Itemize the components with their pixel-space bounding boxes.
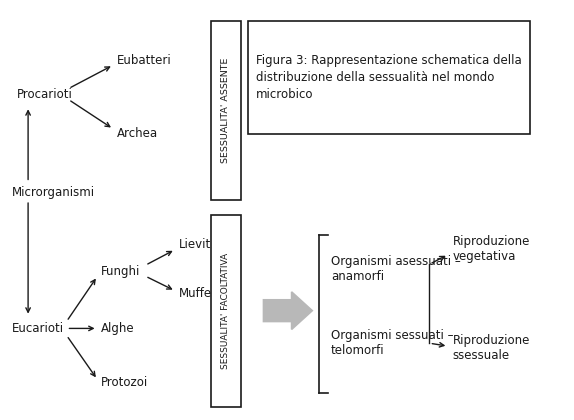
Bar	[211, 21, 241, 200]
Text: Lieviti: Lieviti	[179, 238, 215, 251]
FancyArrow shape	[263, 292, 312, 329]
Bar	[249, 21, 530, 134]
Text: SESSUALITA' ASSENTE: SESSUALITA' ASSENTE	[222, 58, 231, 163]
Bar	[211, 215, 241, 407]
Text: Procarioti: Procarioti	[17, 88, 73, 101]
Text: SESSUALITA' FACOLTATIVA: SESSUALITA' FACOLTATIVA	[222, 253, 231, 369]
Text: Organismi asessuati –
anamorfi: Organismi asessuati – anamorfi	[331, 255, 461, 283]
Text: Eucarioti: Eucarioti	[12, 322, 64, 335]
Text: Funghi: Funghi	[101, 265, 141, 278]
Text: Muffe: Muffe	[179, 287, 212, 300]
Text: Riproduzione
ssessuale: Riproduzione ssessuale	[453, 334, 530, 362]
Text: Riproduzione
vegetativa: Riproduzione vegetativa	[453, 236, 530, 263]
Text: Organismi sessuati –
telomorfi: Organismi sessuati – telomorfi	[331, 329, 453, 357]
Text: Archea: Archea	[117, 126, 158, 139]
Text: Microrganismi: Microrganismi	[12, 186, 95, 199]
Text: Figura 3: Rappresentazione schematica della
distribuzione della sessualità nel m: Figura 3: Rappresentazione schematica de…	[256, 54, 522, 101]
Text: Protozoi: Protozoi	[101, 376, 149, 389]
Text: Alghe: Alghe	[101, 322, 135, 335]
Text: Eubatteri: Eubatteri	[117, 53, 172, 66]
